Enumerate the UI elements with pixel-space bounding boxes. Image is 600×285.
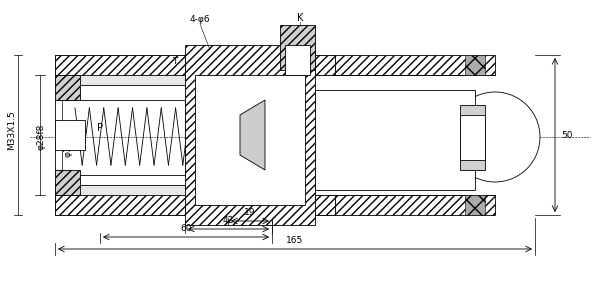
Bar [315,55,495,75]
Bar [315,195,335,215]
Bar [55,55,185,85]
Polygon shape [55,195,185,215]
Text: K: K [297,13,303,23]
Polygon shape [185,45,315,225]
Polygon shape [55,55,185,75]
Polygon shape [55,75,80,100]
Text: M33X1.5: M33X1.5 [7,110,17,150]
Bar [285,45,310,75]
Text: 19: 19 [244,208,256,217]
Text: 4-φ6: 4-φ6 [190,15,211,25]
Bar [280,25,315,70]
Text: φ17: φ17 [64,139,73,157]
Text: 50: 50 [561,131,572,139]
Bar [460,115,485,160]
Bar [315,55,335,75]
Bar [315,195,495,215]
Bar [460,105,485,170]
Text: 60: 60 [180,224,192,233]
Circle shape [450,92,540,182]
Polygon shape [240,100,265,170]
Bar [465,55,485,75]
Bar [195,75,305,205]
Polygon shape [55,170,80,195]
Bar [55,185,185,215]
Bar [315,90,475,190]
Text: 165: 165 [286,236,304,245]
Polygon shape [315,55,335,75]
Polygon shape [315,195,335,215]
Text: 42: 42 [223,216,234,225]
Text: P: P [97,123,103,133]
Text: φ28f8: φ28f8 [36,124,45,150]
Bar [465,195,485,215]
Bar [55,100,185,175]
Bar [30,30,570,215]
Bar [55,120,85,150]
Text: T: T [172,58,178,66]
